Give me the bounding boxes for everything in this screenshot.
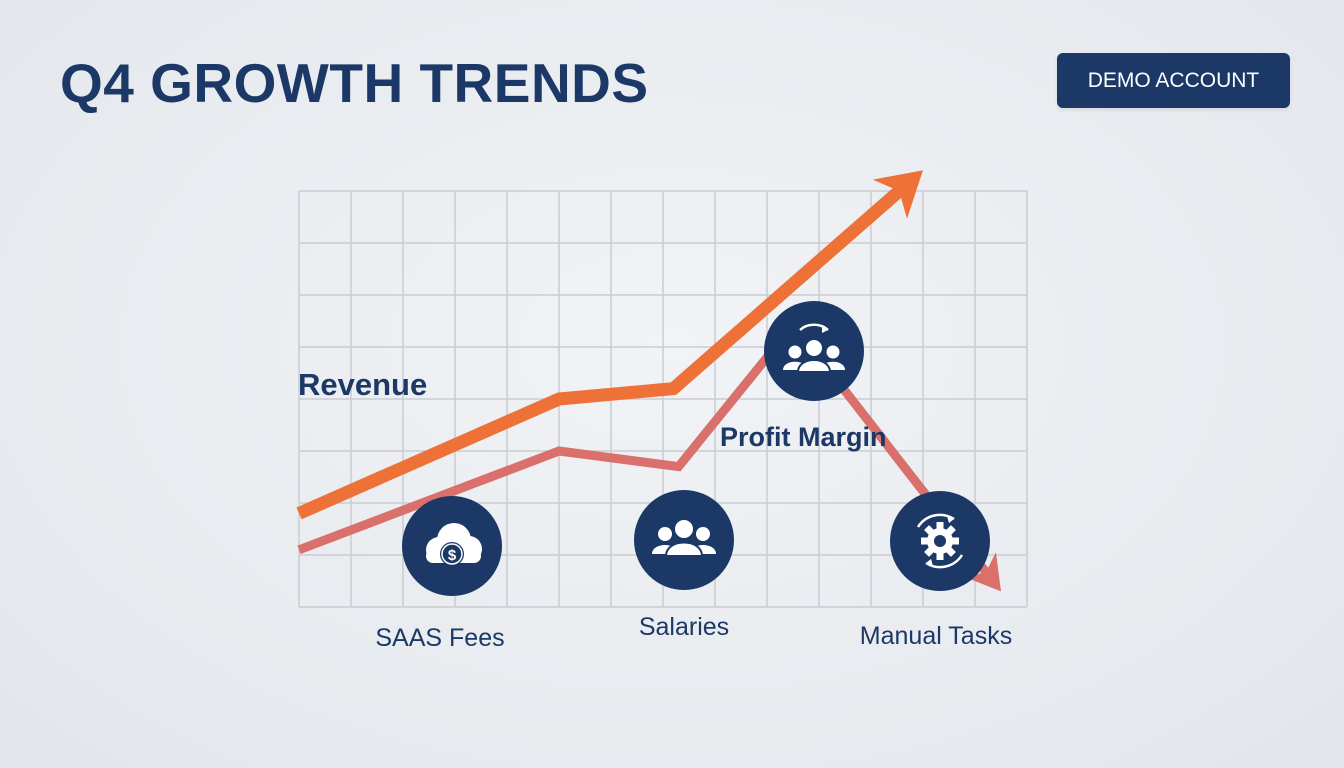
team-icon [652,518,716,557]
cloud-dollar-icon: $ [426,523,482,566]
series-label-revenue: Revenue [298,367,427,402]
team-cycle-icon [783,323,845,373]
marker-label-manual-tasks: Manual Tasks [860,622,1012,650]
demo-account-button[interactable]: DEMO ACCOUNT [1057,53,1290,108]
marker-label-saas-fees: SAAS Fees [375,624,504,652]
chart-lines [296,170,1001,592]
series-line-profit-margin [297,352,990,576]
gear-cycle-icon [916,513,964,569]
arrowhead-profit-margin [964,552,1001,592]
page-title: Q4 GROWTH TRENDS [60,52,649,114]
marker-profit-peak [764,301,864,401]
arrowhead-revenue [872,170,923,219]
series-label-profit-margin: Profit Margin [720,422,887,452]
series-line-revenue [296,185,905,520]
marker-salaries [634,490,734,590]
marker-label-salaries: Salaries [639,613,729,641]
marker-saas-fees: $ [402,496,502,596]
marker-manual-tasks [890,491,990,591]
svg-text:$: $ [448,547,457,564]
